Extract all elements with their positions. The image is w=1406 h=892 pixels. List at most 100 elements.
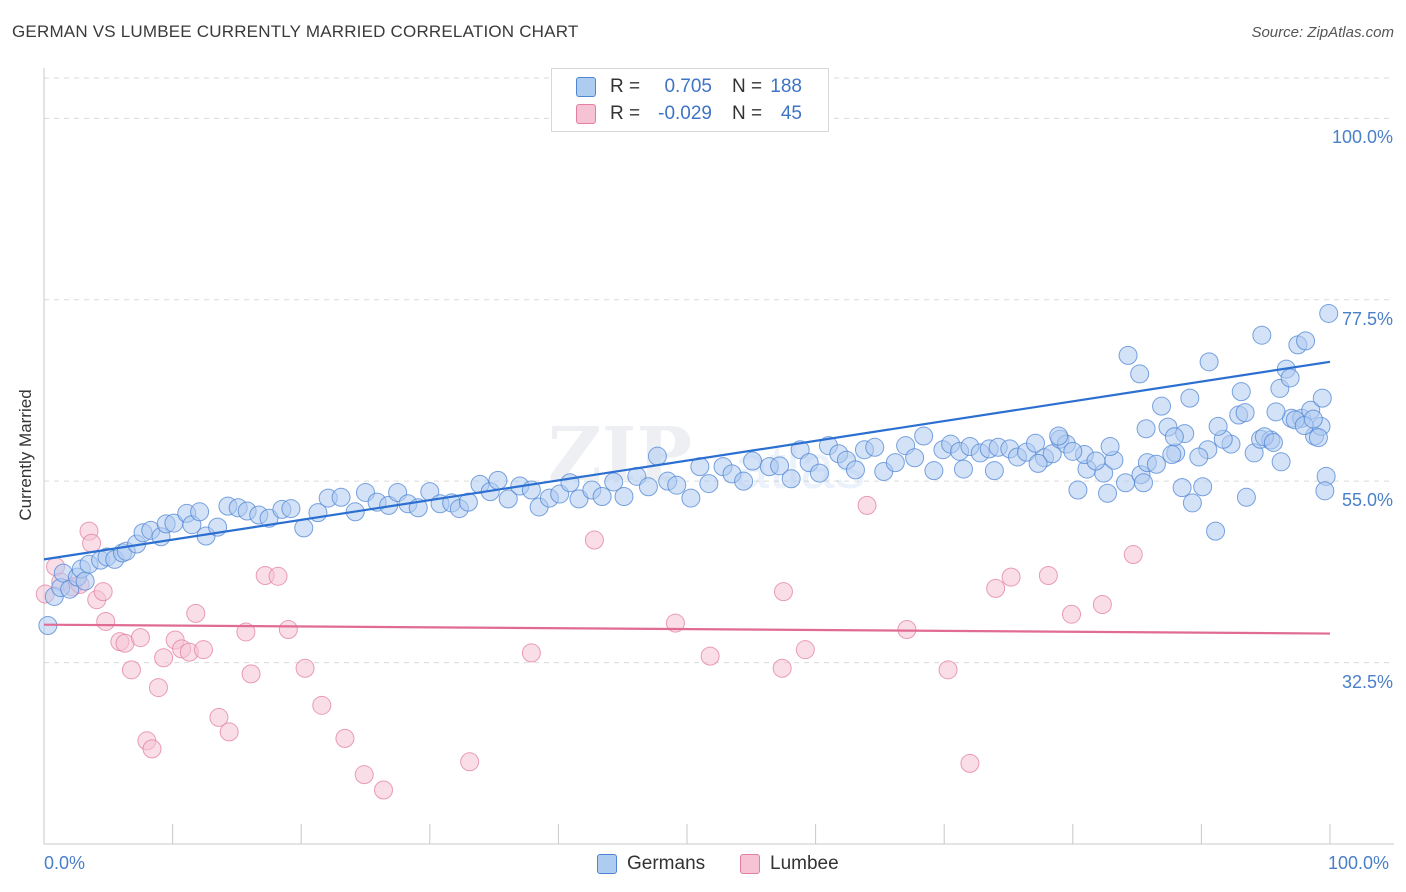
- german-point: [1193, 477, 1213, 497]
- lumbee-point: [209, 707, 229, 727]
- german-point: [1312, 388, 1332, 408]
- n-value: 188: [770, 76, 802, 97]
- lumbee-point: [1001, 567, 1021, 587]
- german-point: [865, 437, 885, 457]
- lumbee-point: [938, 660, 958, 680]
- german-point: [647, 446, 667, 466]
- y-tick-label: 100.0%: [1331, 127, 1393, 148]
- german-point: [592, 486, 612, 506]
- lumbee-point: [130, 628, 150, 648]
- german-point: [638, 477, 658, 497]
- y-tick-label: 55.0%: [1341, 490, 1393, 511]
- x-tick-min: 0.0%: [44, 853, 86, 873]
- german-point: [331, 487, 351, 507]
- lumbee-point: [960, 753, 980, 773]
- german-point: [488, 470, 508, 490]
- legend-row-german: R = 0.705 N = 188: [552, 73, 828, 101]
- grid-lines: [44, 77, 1394, 664]
- german-point: [1098, 483, 1118, 503]
- lumbee-point: [219, 722, 239, 742]
- german-point: [1028, 453, 1048, 473]
- german-point: [1303, 409, 1323, 429]
- german-point: [560, 473, 580, 493]
- german-point: [75, 571, 95, 591]
- german-point: [770, 456, 790, 476]
- german-point: [1162, 445, 1182, 465]
- lumbee-point: [312, 695, 332, 715]
- german-point: [1315, 481, 1335, 501]
- german-point: [190, 502, 210, 522]
- lumbee-point: [82, 533, 102, 553]
- german-point: [1100, 436, 1120, 456]
- r-label: R =: [610, 76, 641, 97]
- y-axis-label: Currently Married: [16, 389, 35, 521]
- german-point: [1136, 419, 1156, 439]
- lumbee-point: [700, 646, 720, 666]
- stats-legend: R = 0.705 N = 188 R = -0.029 N = 45: [551, 68, 829, 132]
- r-value: -0.029: [658, 103, 712, 124]
- german-point: [1296, 331, 1316, 351]
- y-tick-label: 32.5%: [1341, 671, 1393, 692]
- german-points: [38, 303, 1339, 635]
- chart-title: GERMAN VS LUMBEE CURRENTLY MARRIED CORRE…: [12, 22, 579, 41]
- lumbee-point: [460, 752, 480, 772]
- lumbee-point: [193, 640, 213, 660]
- german-point: [790, 440, 810, 460]
- german-point: [905, 448, 925, 468]
- x-tick-max: 100.0%: [1328, 853, 1390, 873]
- german-point: [498, 489, 518, 509]
- lumbee-point: [148, 678, 168, 698]
- german-point: [1208, 416, 1228, 436]
- german-point: [1280, 368, 1300, 388]
- y-tick-label: 77.5%: [1341, 308, 1393, 329]
- lumbee-trend-line: [43, 623, 1331, 635]
- german-point: [1063, 441, 1083, 461]
- german-point: [1134, 473, 1154, 493]
- legend-germans: Germans: [597, 852, 705, 876]
- lumbee-point: [121, 660, 141, 680]
- german-point: [885, 453, 905, 473]
- axes: [43, 68, 1394, 845]
- lumbee-point: [665, 613, 685, 633]
- german-point: [1172, 478, 1192, 498]
- german-point: [1206, 521, 1226, 541]
- german-point: [924, 461, 944, 481]
- lumbee-point: [584, 530, 604, 550]
- lumbee-point: [521, 643, 541, 663]
- lumbee-point: [236, 622, 256, 642]
- german-point: [1252, 325, 1272, 345]
- german-point: [1086, 451, 1106, 471]
- lumbee-point: [1038, 565, 1058, 585]
- lumbee-point: [1062, 604, 1082, 624]
- german-point: [734, 471, 754, 491]
- lumbee-point: [154, 648, 174, 668]
- german-point: [1130, 364, 1150, 384]
- german-point: [1026, 433, 1046, 453]
- lumbee-point: [278, 620, 298, 640]
- german-point: [1146, 454, 1166, 474]
- german-point: [1236, 487, 1256, 507]
- german-point: [294, 518, 314, 538]
- lumbee-point: [93, 582, 113, 602]
- german-point: [1266, 402, 1286, 422]
- german-point: [1189, 447, 1209, 467]
- german-point: [1182, 493, 1202, 513]
- lumbee-legend-swatch: [740, 854, 760, 874]
- german-point: [1152, 396, 1172, 416]
- r-label: R =: [610, 103, 641, 124]
- lumbee-point: [354, 765, 374, 785]
- lumbee-point: [986, 578, 1006, 598]
- lumbee-point: [241, 664, 261, 684]
- lumbee-point: [772, 658, 792, 678]
- german-point: [1235, 403, 1255, 423]
- german-point: [1271, 452, 1291, 472]
- legend-lumbee: Lumbee: [740, 852, 839, 876]
- n-value: 45: [780, 103, 802, 124]
- german-point: [1263, 432, 1283, 452]
- german-point: [1118, 345, 1138, 365]
- german-point: [1308, 428, 1328, 448]
- lumbee-point: [295, 658, 315, 678]
- german-swatch: [576, 77, 596, 97]
- german-point: [743, 451, 763, 471]
